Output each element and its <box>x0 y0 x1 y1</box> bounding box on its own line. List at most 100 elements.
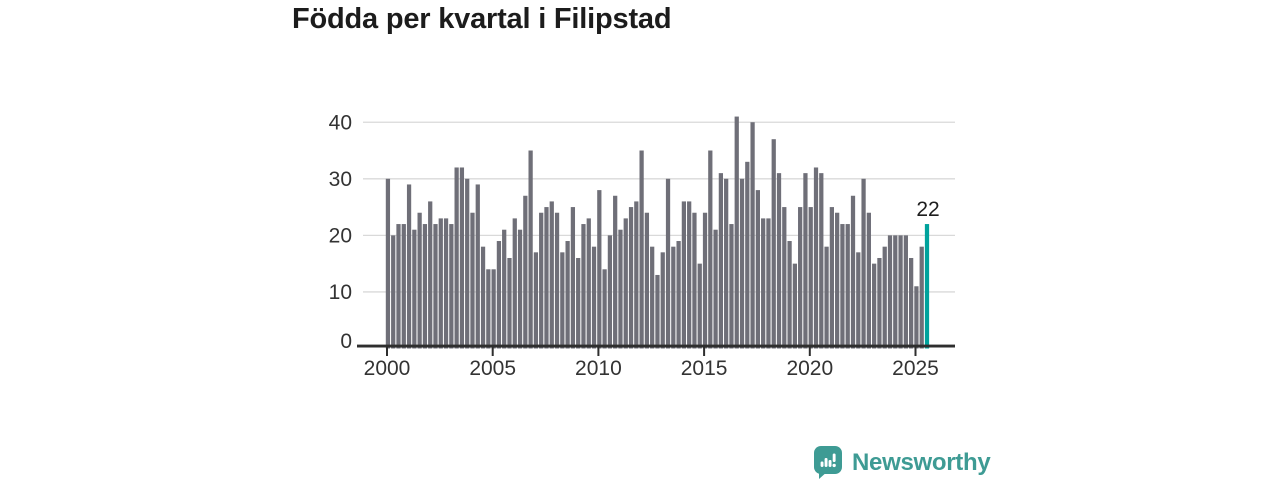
bar <box>491 269 496 349</box>
bar <box>539 212 544 349</box>
bar <box>449 224 454 349</box>
bar <box>850 195 856 349</box>
bar <box>391 235 396 349</box>
bar <box>396 224 401 349</box>
bar <box>729 224 734 349</box>
bar <box>734 116 739 349</box>
bar <box>560 252 565 349</box>
bar <box>512 218 517 349</box>
bar <box>919 246 924 349</box>
bar <box>893 235 898 349</box>
x-tick-label: 2015 <box>681 357 728 380</box>
chart-title: Födda per kvartal i Filipstad <box>292 3 672 35</box>
bar <box>628 207 634 349</box>
x-tick-label: 2005 <box>469 357 516 380</box>
bar <box>771 139 776 349</box>
bar <box>660 252 665 349</box>
bar <box>565 241 570 349</box>
bar <box>681 201 687 349</box>
bar <box>909 257 914 349</box>
bar <box>718 173 724 349</box>
newsworthy-logo-text: Newsworthy <box>852 448 991 476</box>
bar <box>517 229 523 349</box>
bar <box>465 178 470 349</box>
bar <box>480 246 486 349</box>
bar <box>872 263 877 349</box>
bar <box>882 246 887 349</box>
bar <box>496 241 502 349</box>
bar <box>724 178 729 349</box>
bar <box>761 218 766 349</box>
bar <box>607 235 613 349</box>
x-tick-label: 2010 <box>575 357 622 380</box>
bar <box>554 212 560 349</box>
bar <box>803 173 808 349</box>
bar <box>798 207 803 349</box>
bar <box>708 150 713 349</box>
bar <box>459 167 465 349</box>
x-tick-label: 2020 <box>786 357 833 380</box>
bar <box>486 269 491 349</box>
y-tick-label: 10 <box>329 281 352 304</box>
bar <box>903 235 908 349</box>
bar <box>766 218 771 349</box>
bar <box>570 207 576 349</box>
bar <box>422 224 428 349</box>
bar <box>792 263 797 349</box>
bar-chart-bubble-icon <box>814 446 842 479</box>
bar <box>385 178 391 349</box>
bar <box>840 224 845 349</box>
bar <box>739 178 745 349</box>
bar <box>533 252 539 349</box>
bar <box>475 184 480 349</box>
x-tick-label: 2025 <box>892 357 939 380</box>
bar <box>808 207 813 349</box>
bar <box>528 150 533 349</box>
bar <box>454 167 459 349</box>
bar <box>602 269 607 349</box>
bar <box>750 122 755 349</box>
bar <box>597 190 602 349</box>
x-axis-line <box>357 344 955 348</box>
bar <box>687 201 692 349</box>
bubble-tail <box>819 471 828 479</box>
bar <box>861 178 866 349</box>
bar <box>755 190 760 349</box>
bar <box>835 212 840 349</box>
bar <box>665 178 671 349</box>
bar <box>591 246 597 349</box>
bar <box>470 212 475 349</box>
bar <box>745 161 750 349</box>
bar <box>787 241 792 349</box>
bar <box>702 212 708 349</box>
bar <box>829 207 834 349</box>
highlighted-bar <box>924 224 930 349</box>
y-tick-label: 20 <box>329 225 352 248</box>
bar <box>639 150 644 349</box>
bar <box>644 212 650 349</box>
exclamation-icon <box>832 453 836 462</box>
x-tick-label: 2000 <box>364 357 411 380</box>
bar <box>412 229 417 349</box>
bar <box>438 218 443 349</box>
bar <box>502 229 507 349</box>
bar <box>856 252 861 349</box>
bar <box>623 218 628 349</box>
y-tick-label: 30 <box>329 168 352 191</box>
bar <box>544 207 549 349</box>
bar <box>819 173 824 349</box>
bar <box>650 246 655 349</box>
bar <box>671 246 676 349</box>
bar <box>776 173 782 349</box>
bar <box>549 201 554 349</box>
bar <box>692 212 697 349</box>
bar <box>401 224 406 349</box>
bar <box>581 224 586 349</box>
bar <box>433 224 438 349</box>
bar <box>507 257 512 349</box>
bar <box>586 218 591 349</box>
last-value-label: 22 <box>916 198 939 221</box>
bar <box>428 201 433 349</box>
bar <box>898 235 903 349</box>
